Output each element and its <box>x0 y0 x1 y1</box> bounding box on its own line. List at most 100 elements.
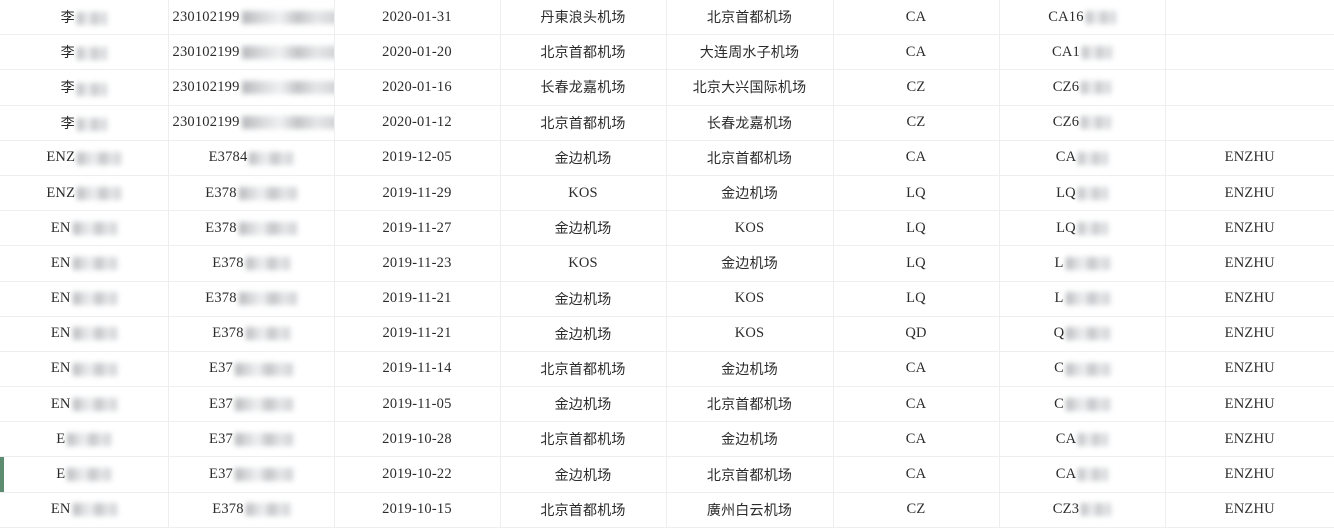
cell-dep[interactable]: 北京首都机场 <box>500 105 667 141</box>
cell-source[interactable]: ENZHU <box>1165 245 1334 282</box>
cell-id_no[interactable]: E378 <box>168 175 335 212</box>
table-row[interactable]: EN E37 2019-11-14 北京首都机场 金边机场 CA C ENZHU <box>0 351 1334 388</box>
cell-carrier[interactable]: LQ <box>833 210 1000 247</box>
cell-carrier[interactable]: CA <box>833 0 1000 36</box>
cell-id_no[interactable]: E37 <box>168 421 335 458</box>
cell-arr[interactable]: 金边机场 <box>666 351 834 388</box>
cell-dep[interactable]: 金边机场 <box>500 140 667 176</box>
cell-source[interactable]: ENZHU <box>1165 281 1334 317</box>
table-row[interactable]: ENZ E3784 2019-12-05 金边机场 北京首都机场 CA CA ENZHU <box>0 140 1334 176</box>
cell-dep[interactable]: 金边机场 <box>500 386 667 423</box>
cell-name[interactable]: 李 <box>0 0 169 36</box>
cell-id_no[interactable]: E37 <box>168 351 335 388</box>
cell-id_no[interactable]: E37 <box>168 456 335 493</box>
cell-arr[interactable]: 北京首都机场 <box>666 140 834 176</box>
table-row[interactable]: E E37 2019-10-28 北京首都机场 金边机场 CA CA ENZHU <box>0 421 1334 458</box>
cell-flight[interactable]: C <box>999 351 1166 388</box>
cell-flight[interactable]: CA <box>999 456 1166 493</box>
table-row[interactable]: EN E37 2019-11-05 金边机场 北京首都机场 CA C ENZHU <box>0 386 1334 423</box>
cell-flight[interactable]: CA1 <box>999 34 1166 71</box>
cell-date[interactable]: 2020-01-12 <box>334 105 501 141</box>
cell-source[interactable]: ENZHU <box>1165 492 1334 528</box>
cell-dep[interactable]: 金边机场 <box>500 456 667 493</box>
table-row[interactable]: E E37 2019-10-22 金边机场 北京首都机场 CA CA ENZHU <box>0 456 1334 493</box>
cell-dep[interactable]: 金边机场 <box>500 210 667 247</box>
cell-id_no[interactable]: E378 <box>168 316 335 352</box>
cell-source[interactable] <box>1165 34 1334 71</box>
cell-flight[interactable]: LQ <box>999 175 1166 212</box>
cell-name[interactable]: EN <box>0 386 169 423</box>
cell-date[interactable]: 2020-01-20 <box>334 34 501 71</box>
cell-name[interactable]: E <box>0 456 169 493</box>
cell-source[interactable]: ENZHU <box>1165 316 1334 352</box>
cell-date[interactable]: 2019-10-22 <box>334 456 501 493</box>
table-row[interactable]: 李 230102199 2020-01-12 北京首都机场 长春龙嘉机场 CZ CZ6 <box>0 105 1334 141</box>
cell-dep[interactable]: 金边机场 <box>500 316 667 352</box>
cell-dep[interactable]: 北京首都机场 <box>500 421 667 458</box>
cell-date[interactable]: 2019-11-23 <box>334 245 501 282</box>
cell-date[interactable]: 2019-11-21 <box>334 316 501 352</box>
cell-arr[interactable]: 金边机场 <box>666 421 834 458</box>
cell-dep[interactable]: 北京首都机场 <box>500 34 667 71</box>
cell-dep[interactable]: 北京首都机场 <box>500 351 667 388</box>
cell-carrier[interactable]: QD <box>833 316 1000 352</box>
table-row[interactable]: EN E378 2019-11-27 金边机场 KOS LQ LQ ENZHU <box>0 210 1334 247</box>
cell-carrier[interactable]: CA <box>833 34 1000 71</box>
cell-dep[interactable]: 北京首都机场 <box>500 492 667 528</box>
cell-flight[interactable]: CA <box>999 140 1166 176</box>
cell-name[interactable]: EN <box>0 492 169 528</box>
cell-carrier[interactable]: CA <box>833 421 1000 458</box>
cell-carrier[interactable]: CA <box>833 351 1000 388</box>
table-row[interactable]: 李 230102199 2020-01-31 丹東浪头机场 北京首都机场 CA CA16 <box>0 0 1334 36</box>
cell-arr[interactable]: 金边机场 <box>666 245 834 282</box>
cell-name[interactable]: ENZ <box>0 175 169 212</box>
cell-name[interactable]: EN <box>0 245 169 282</box>
cell-flight[interactable]: L <box>999 245 1166 282</box>
cell-carrier[interactable]: LQ <box>833 175 1000 212</box>
cell-flight[interactable]: CA16 <box>999 0 1166 36</box>
cell-arr[interactable]: 北京首都机场 <box>666 0 834 36</box>
cell-arr[interactable]: KOS <box>666 210 834 247</box>
cell-flight[interactable]: CZ6 <box>999 105 1166 141</box>
cell-flight[interactable]: CZ3 <box>999 492 1166 528</box>
cell-id_no[interactable]: 230102199 <box>168 105 335 141</box>
cell-name[interactable]: ENZ <box>0 140 169 176</box>
cell-date[interactable]: 2020-01-31 <box>334 0 501 36</box>
cell-arr[interactable]: 北京首都机场 <box>666 456 834 493</box>
cell-id_no[interactable]: E378 <box>168 492 335 528</box>
cell-arr[interactable]: KOS <box>666 281 834 317</box>
cell-id_no[interactable]: E378 <box>168 210 335 247</box>
cell-id_no[interactable]: E3784 <box>168 140 335 176</box>
cell-date[interactable]: 2019-12-05 <box>334 140 501 176</box>
cell-source[interactable]: ENZHU <box>1165 175 1334 212</box>
cell-carrier[interactable]: CZ <box>833 69 1000 106</box>
cell-id_no[interactable]: 230102199 <box>168 69 335 106</box>
cell-source[interactable]: ENZHU <box>1165 456 1334 493</box>
table-row[interactable]: 李 230102199 2020-01-16 长春龙嘉机场 北京大兴国际机场 CZ CZ6 <box>0 69 1334 106</box>
cell-date[interactable]: 2019-11-27 <box>334 210 501 247</box>
cell-date[interactable]: 2019-10-15 <box>334 492 501 528</box>
table-row[interactable]: 李 230102199 2020-01-20 北京首都机场 大连周水子机场 CA CA1 <box>0 34 1334 71</box>
table-row[interactable]: EN E378 2019-11-23 KOS 金边机场 LQ L ENZHU <box>0 245 1334 282</box>
cell-arr[interactable]: 廣州白云机场 <box>666 492 834 528</box>
cell-source[interactable]: ENZHU <box>1165 386 1334 423</box>
cell-id_no[interactable]: E378 <box>168 281 335 317</box>
cell-flight[interactable]: L <box>999 281 1166 317</box>
cell-source[interactable]: ENZHU <box>1165 140 1334 176</box>
cell-source[interactable]: ENZHU <box>1165 210 1334 247</box>
cell-dep[interactable]: KOS <box>500 175 667 212</box>
cell-name[interactable]: 李 <box>0 69 169 106</box>
cell-carrier[interactable]: LQ <box>833 245 1000 282</box>
cell-carrier[interactable]: LQ <box>833 281 1000 317</box>
cell-dep[interactable]: 丹東浪头机场 <box>500 0 667 36</box>
table-row[interactable]: ENZ E378 2019-11-29 KOS 金边机场 LQ LQ ENZHU <box>0 175 1334 212</box>
cell-dep[interactable]: 长春龙嘉机场 <box>500 69 667 106</box>
table-row[interactable]: EN E378 2019-10-15 北京首都机场 廣州白云机场 CZ CZ3 ENZHU <box>0 492 1334 528</box>
cell-source[interactable]: ENZHU <box>1165 421 1334 458</box>
cell-name[interactable]: EN <box>0 316 169 352</box>
cell-arr[interactable]: 长春龙嘉机场 <box>666 105 834 141</box>
cell-carrier[interactable]: CA <box>833 386 1000 423</box>
table-row[interactable]: EN E378 2019-11-21 金边机场 KOS LQ L ENZHU <box>0 281 1334 317</box>
cell-arr[interactable]: 北京首都机场 <box>666 386 834 423</box>
